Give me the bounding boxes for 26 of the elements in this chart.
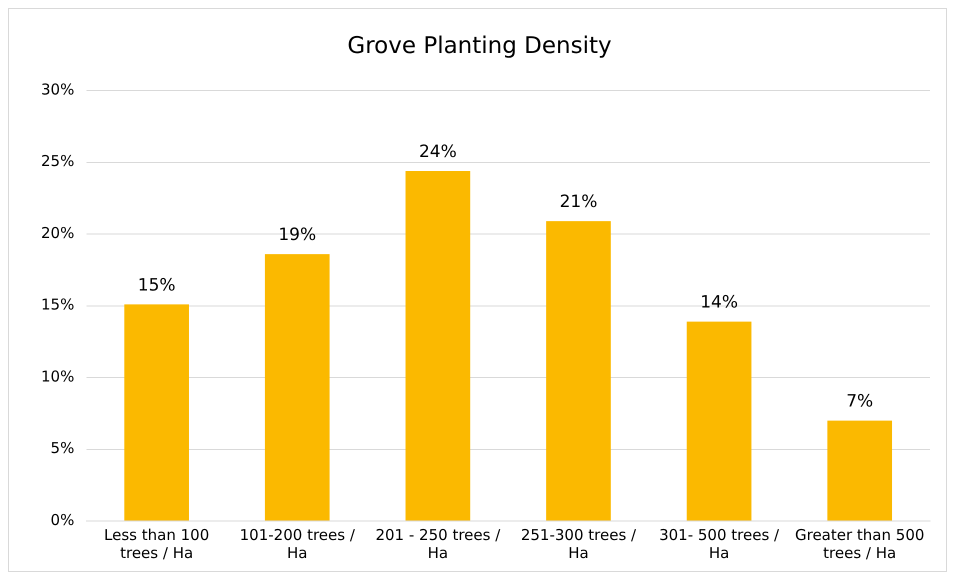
bar: [686, 322, 752, 520]
data-label: 24%: [418, 142, 457, 162]
bar: [124, 304, 189, 520]
x-tick-label: 101-200 trees / Ha: [240, 526, 356, 562]
bar: [827, 420, 892, 520]
x-tick-label: 201 - 250 trees / Ha: [375, 526, 502, 562]
x-tick-label: Less than 100 trees / Ha: [104, 526, 210, 562]
bar: [546, 221, 611, 520]
data-label: 7%: [846, 391, 874, 412]
y-tick-label: 30%: [40, 80, 74, 98]
data-label: 21%: [560, 192, 598, 212]
bar: [406, 170, 470, 520]
chart-title: Grove Planting Density: [347, 32, 612, 59]
data-label: 15%: [138, 275, 176, 296]
data-label: 14%: [700, 292, 738, 313]
y-tick-label: 5%: [50, 439, 74, 458]
y-tick-label: 10%: [40, 367, 74, 386]
y-tick-label: 0%: [50, 510, 74, 529]
bar: [264, 254, 330, 520]
x-tick-label: Greater than 500 trees / Ha: [794, 526, 924, 562]
y-tick-label: 20%: [40, 224, 74, 242]
data-label: 19%: [278, 225, 316, 246]
x-tick-label: 251-300 trees / Ha: [520, 526, 638, 562]
y-tick-label: 25%: [40, 152, 74, 170]
y-tick-label: 15%: [40, 296, 74, 314]
x-tick-label: 301- 500 trees / Ha: [659, 526, 780, 562]
